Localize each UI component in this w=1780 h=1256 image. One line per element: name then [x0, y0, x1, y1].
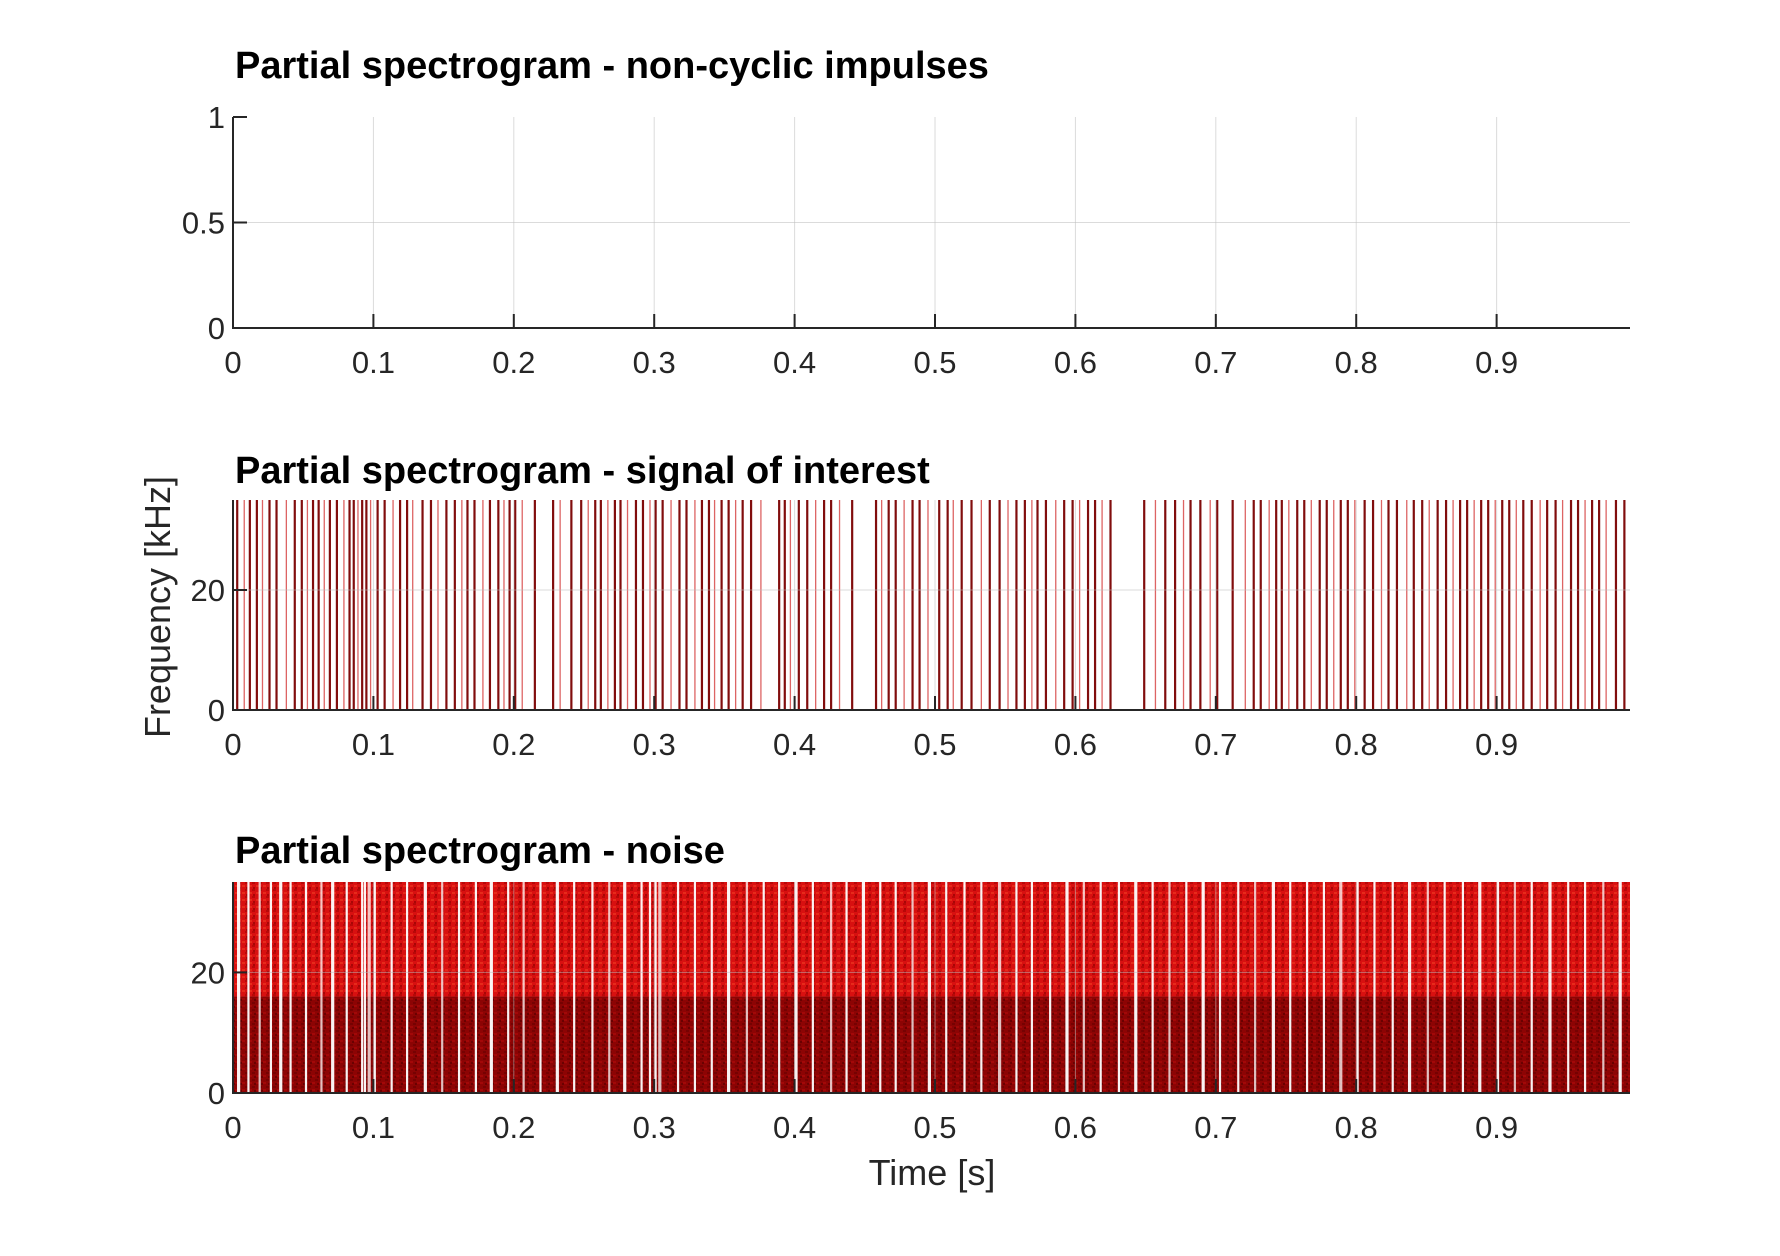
x-tick-label: 0.7	[1194, 1110, 1237, 1145]
axes-frame	[232, 882, 1630, 1094]
x-tick-label: 0.7	[1194, 727, 1237, 762]
x-tick-label: 0.3	[633, 1110, 676, 1145]
y-tick-label: 0	[208, 1076, 225, 1111]
y-tick-labels: 0 20	[191, 955, 225, 1111]
panel-noise: Partial spectrogram - noise 020 0 0.1 0.2 0…	[191, 830, 1630, 1193]
y-tick-label: 20	[191, 955, 225, 990]
x-tick-label: 0.2	[492, 345, 535, 380]
y-tick-labels: 0 20	[191, 573, 225, 728]
grid-lines	[233, 882, 1630, 1093]
y-tick-labels: 00.51	[182, 100, 225, 346]
x-tick-label: 0.9	[1475, 345, 1518, 380]
panel-signal-of-interest: Partial spectrogram - signal of interest…	[137, 450, 1630, 762]
x-tick-label: 0.3	[633, 727, 676, 762]
x-tick-label: 0.1	[352, 1110, 395, 1145]
y-axis-label: Frequency [kHz]	[137, 476, 178, 738]
x-tick-label: 0.8	[1335, 727, 1378, 762]
x-tick-label: 0.5	[913, 1110, 956, 1145]
axes-frame	[232, 116, 1630, 329]
x-tick-label: 0.1	[352, 727, 395, 762]
grid-lines	[233, 500, 1630, 710]
x-tick-label: 0.8	[1335, 345, 1378, 380]
y-tick-label: 20	[191, 573, 225, 608]
panel-title: Partial spectrogram - non-cyclic impulse…	[235, 45, 989, 87]
x-tick-label: 0.5	[913, 345, 956, 380]
y-tick-label: 1	[208, 100, 225, 135]
y-tick-label: 0.5	[182, 206, 225, 241]
x-tick-label: 0	[224, 345, 241, 380]
panel-non-cyclic-impulses: Partial spectrogram - non-cyclic impulse…	[182, 45, 1630, 380]
x-tick-label: 0.4	[773, 345, 816, 380]
x-tick-label: 0	[224, 727, 241, 762]
grid-lines	[233, 117, 1630, 328]
x-tick-label: 0.2	[492, 727, 535, 762]
x-tick-label: 0.5	[913, 727, 956, 762]
x-tick-label: 0.1	[352, 345, 395, 380]
x-tick-label: 0.4	[773, 1110, 816, 1145]
x-tick-label: 0.3	[633, 345, 676, 380]
x-tick-labels: 0 0.1 0.2 0.3 0.4 0.5 0.6 0.7 0.8 0.9	[224, 1110, 1518, 1145]
noise-band-upper	[233, 882, 1630, 997]
x-tick-label: 0.6	[1054, 727, 1097, 762]
y-tick-label: 0	[208, 693, 225, 728]
x-tick-label: 0.9	[1475, 1110, 1518, 1145]
axes-frame	[232, 500, 1630, 711]
x-tick-label: 0.8	[1335, 1110, 1378, 1145]
noise-band-lower	[233, 996, 1630, 1093]
x-tick-label: 0.6	[1054, 1110, 1097, 1145]
x-axis-label: Time [s]	[869, 1152, 996, 1193]
x-tick-labels: 0 0.1 0.2 0.3 0.4 0.5 0.6 0.7 0.8 0.9	[224, 727, 1518, 762]
x-tick-labels: 0 0.1 0.2 0.3 0.4 0.5 0.6 0.7 0.8 0.9	[224, 345, 1518, 380]
panel-title: Partial spectrogram - signal of interest	[235, 450, 930, 492]
x-tick-label: 0.6	[1054, 345, 1097, 380]
spectrogram-content	[236, 500, 1626, 710]
panel-title: Partial spectrogram - noise	[235, 830, 725, 872]
x-tick-label: 0	[224, 1110, 241, 1145]
spectrogram-content	[233, 882, 1630, 1093]
y-tick-label: 0	[208, 311, 225, 346]
x-tick-label: 0.2	[492, 1110, 535, 1145]
x-tick-label: 0.9	[1475, 727, 1518, 762]
x-tick-label: 0.4	[773, 727, 816, 762]
x-tick-label: 0.7	[1194, 345, 1237, 380]
